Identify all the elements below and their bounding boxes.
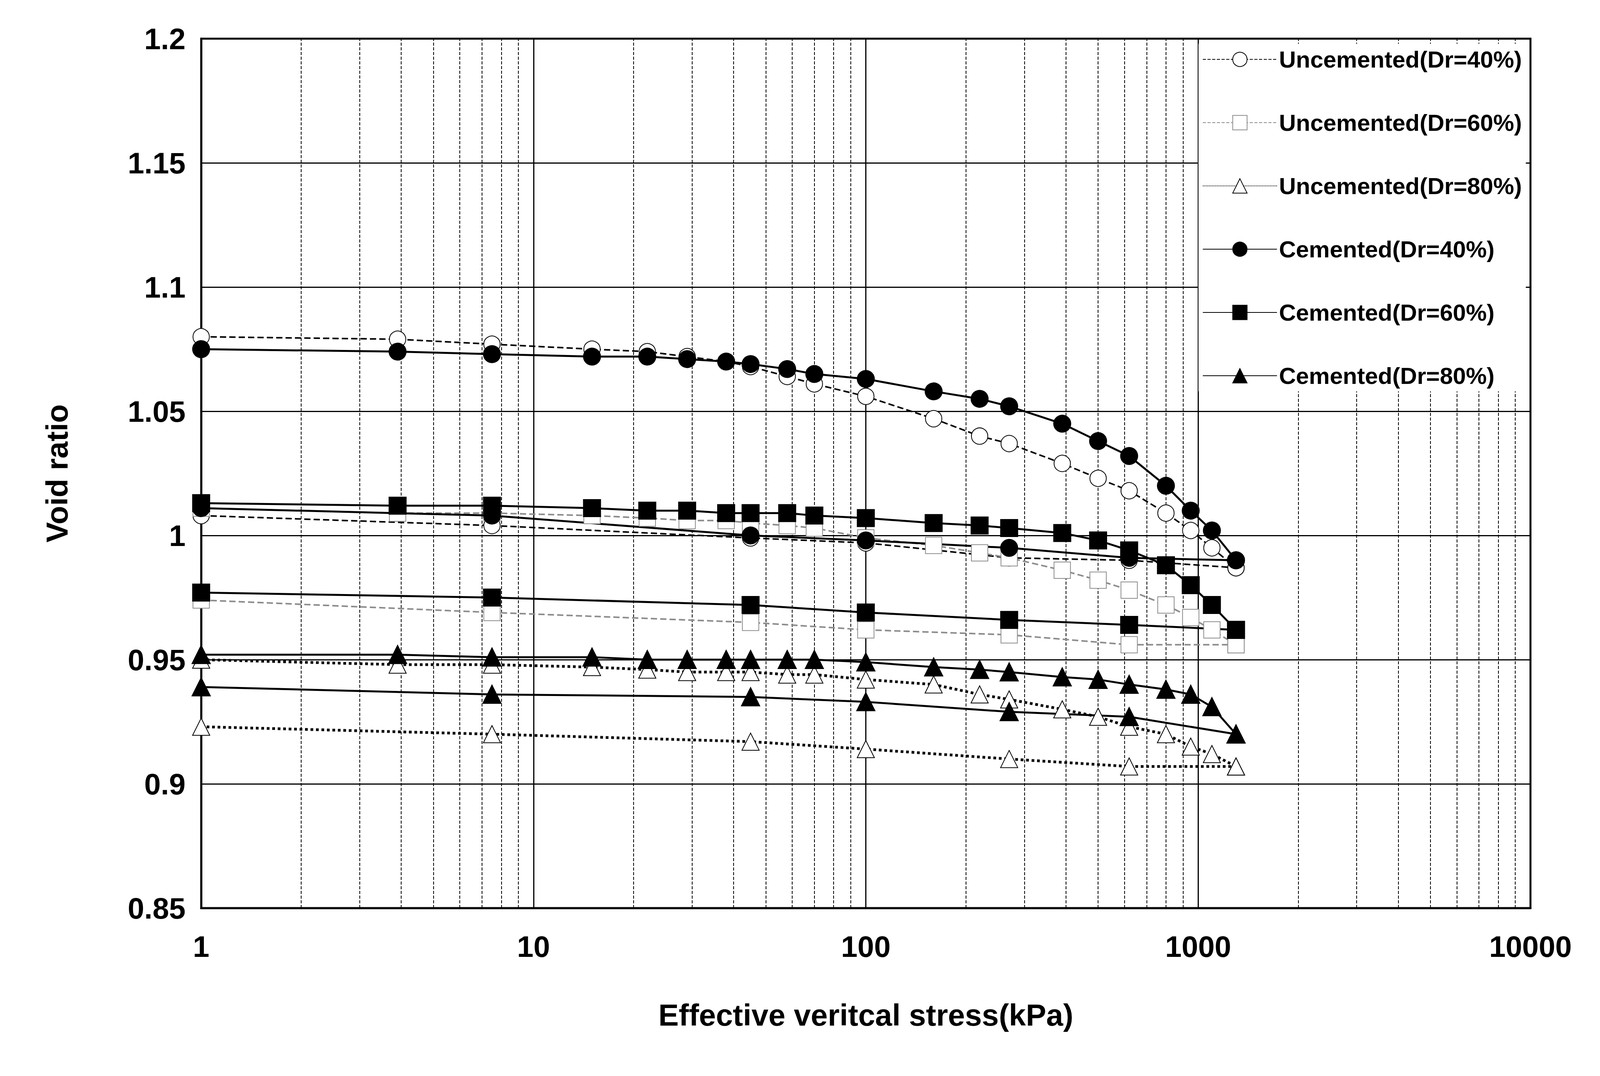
svg-text:Uncemented(Dr=40%): Uncemented(Dr=40%) <box>1278 46 1522 73</box>
svg-text:1.2: 1.2 <box>144 22 186 56</box>
svg-text:Cemented(Dr=60%): Cemented(Dr=60%) <box>1278 299 1495 326</box>
svg-text:Uncemented(Dr=80%): Uncemented(Dr=80%) <box>1278 173 1522 200</box>
svg-text:1.05: 1.05 <box>127 394 186 429</box>
svg-text:1.15: 1.15 <box>127 146 186 180</box>
svg-text:0.95: 0.95 <box>127 643 186 677</box>
svg-text:100: 100 <box>841 930 891 964</box>
svg-text:Void ratio: Void ratio <box>39 404 75 543</box>
svg-text:10: 10 <box>516 930 550 964</box>
svg-text:1: 1 <box>169 519 186 553</box>
svg-text:Cemented(Dr=40%): Cemented(Dr=40%) <box>1278 236 1495 263</box>
svg-text:0.85: 0.85 <box>127 891 186 925</box>
svg-text:Uncemented(Dr=60%): Uncemented(Dr=60%) <box>1278 109 1522 136</box>
svg-text:10000: 10000 <box>1489 930 1572 964</box>
svg-text:Cemented(Dr=80%): Cemented(Dr=80%) <box>1278 362 1495 390</box>
svg-text:1000: 1000 <box>1165 930 1232 964</box>
svg-text:1.1: 1.1 <box>144 270 186 304</box>
svg-text:Effective veritcal stress(kPa): Effective veritcal stress(kPa) <box>658 998 1074 1033</box>
svg-text:0.9: 0.9 <box>144 767 186 801</box>
svg-text:1: 1 <box>192 930 210 964</box>
